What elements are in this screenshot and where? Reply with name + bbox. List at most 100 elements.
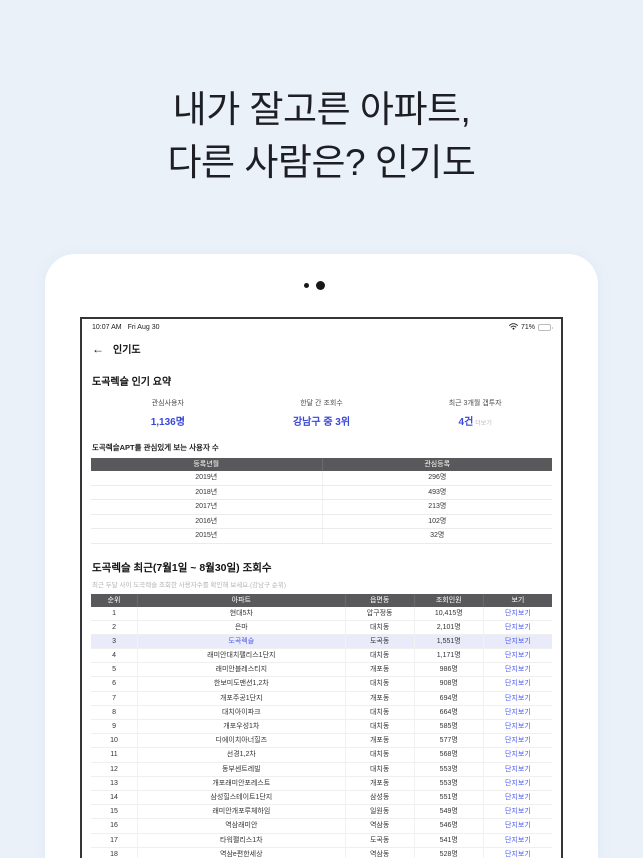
view-count-cell: 664명 bbox=[413, 705, 483, 719]
district-cell: 삼성동 bbox=[344, 790, 414, 805]
column-header: 읍면동 bbox=[344, 593, 414, 607]
complex-view-link[interactable]: 단지보기 bbox=[482, 606, 552, 620]
stat-label: 관심사용자 bbox=[151, 400, 184, 407]
registrations-cell: 102명 bbox=[321, 514, 553, 528]
view-count-cell: 585명 bbox=[413, 720, 483, 734]
summary-stats: 관심사용자 1,136명 한달 간 조회수 강남구 중 3위 최근 3개월 갭투… bbox=[91, 398, 552, 428]
more-link[interactable]: 더보기 bbox=[475, 421, 492, 427]
rank-cell: 9 bbox=[112, 723, 116, 730]
rank-cell: 14 bbox=[110, 793, 118, 801]
table-row: 2018년 493명 bbox=[91, 485, 552, 500]
stat-value: 강남구 중 3위 bbox=[292, 417, 351, 428]
rank-cell: 5 bbox=[112, 666, 116, 674]
table-row: 6 한보미도맨션1,2차 대치동 908명 단지보기 bbox=[91, 677, 552, 692]
district-cell: 대치동 bbox=[344, 649, 414, 663]
view-count-cell: 546명 bbox=[413, 819, 483, 833]
rank-cell: 8 bbox=[112, 708, 116, 716]
table-row: 2016년 102명 bbox=[91, 514, 553, 529]
district-cell: 대치동 bbox=[344, 705, 414, 719]
table-row: 16 역삼래미안 역삼동 546명 단지보기 bbox=[91, 819, 552, 834]
complex-view-link[interactable]: 단지보기 bbox=[482, 762, 552, 776]
rank-cell: 17 bbox=[110, 836, 118, 844]
complex-view-link[interactable]: 단지보기 bbox=[482, 620, 552, 634]
table-row: 2017년 213명 bbox=[91, 500, 552, 515]
marketing-headline: 내가 잘고른 아파트, 다른 사람은? 인기도 bbox=[0, 84, 643, 189]
view-count-cell: 551명 bbox=[413, 790, 483, 805]
district-cell: 역삼동 bbox=[344, 819, 414, 833]
year-cell: 2017년 bbox=[195, 503, 218, 510]
complex-view-link[interactable]: 단지보기 bbox=[482, 776, 552, 790]
registrations-cell: 32명 bbox=[321, 529, 553, 543]
table-row: 18 역삼e편한세상 역삼동 528명 단지보기 bbox=[91, 847, 552, 858]
district-cell: 대치동 bbox=[344, 620, 414, 634]
registrations-cell: 213명 bbox=[321, 500, 553, 514]
year-cell: 2015년 bbox=[195, 532, 218, 539]
district-cell: 역삼동 bbox=[344, 847, 414, 858]
battery-percent: 71% bbox=[520, 324, 535, 331]
table-row: 4 래미안대치팰리스1단지 대치동 1,171명 단지보기 bbox=[91, 649, 552, 664]
table-row: 3 도곡렉슬 도곡동 1,551명 단지보기 bbox=[91, 634, 552, 650]
year-cell: 2016년 bbox=[195, 517, 218, 525]
apartment-cell: 디에이치아너힐즈 bbox=[137, 734, 344, 748]
status-time: 10:07 AM bbox=[92, 324, 122, 331]
complex-view-link[interactable]: 단지보기 bbox=[482, 634, 552, 649]
stat-value: 4건 더보기 bbox=[458, 417, 492, 428]
complex-view-link[interactable]: 단지보기 bbox=[482, 748, 552, 762]
table-row: 13 개포래미안포레스트 개포동 553명 단지보기 bbox=[91, 776, 552, 791]
apartment-cell: 도곡렉슬 bbox=[137, 634, 344, 649]
complex-view-link[interactable]: 단지보기 bbox=[482, 720, 552, 734]
rank-cell: 12 bbox=[110, 765, 118, 773]
apartment-cell: 역삼래미안 bbox=[137, 819, 344, 833]
table-row: 5 래미안블레스티지 개포동 986명 단지보기 bbox=[91, 663, 552, 678]
rank-cell: 4 bbox=[112, 652, 116, 660]
apartment-cell: 삼성힐스테이트1단지 bbox=[137, 790, 344, 805]
rank-cell: 15 bbox=[110, 808, 118, 816]
interest-table-body: 2019년 296명 2018년 493명 2017년 213명 2016년 102명 2015… bbox=[91, 471, 552, 544]
district-cell: 대치동 bbox=[344, 748, 414, 762]
apartment-cell: 래미안개포루체하임 bbox=[137, 805, 344, 819]
view-count-cell: 2,101명 bbox=[413, 620, 483, 634]
apartment-cell: 타워팰리스1차 bbox=[137, 833, 344, 847]
apartment-cell: 개포우성1차 bbox=[137, 720, 344, 734]
table-row: 11 선경1,2차 대치동 568명 단지보기 bbox=[91, 748, 552, 763]
views-section-title: 도곡렉슬 최근(7월1일 ~ 8월30일) 조회수 bbox=[92, 561, 272, 574]
complex-view-link[interactable]: 단지보기 bbox=[482, 790, 552, 805]
column-header: 아파트 bbox=[137, 593, 344, 607]
back-arrow-icon[interactable]: ← bbox=[92, 341, 104, 356]
apartment-cell: 한보미도맨션1,2차 bbox=[137, 677, 344, 691]
view-count-cell: 694명 bbox=[413, 691, 483, 705]
district-cell: 일원동 bbox=[344, 805, 414, 819]
district-cell: 개포동 bbox=[344, 663, 414, 677]
complex-view-link[interactable]: 단지보기 bbox=[482, 691, 552, 705]
complex-view-link[interactable]: 단지보기 bbox=[482, 819, 552, 833]
complex-view-link[interactable]: 단지보기 bbox=[482, 847, 552, 858]
summary-section-title: 도곡렉슬 인기 요약 bbox=[92, 377, 172, 388]
camera-dot-icon bbox=[304, 283, 309, 288]
year-cell: 2018년 bbox=[195, 488, 218, 496]
district-cell: 개포동 bbox=[344, 691, 414, 705]
wifi-icon bbox=[509, 323, 518, 332]
apartment-cell: 대치아이파크 bbox=[137, 705, 344, 719]
rank-cell: 10 bbox=[110, 737, 118, 745]
district-cell: 개포동 bbox=[344, 776, 414, 790]
complex-view-link[interactable]: 단지보기 bbox=[482, 705, 552, 719]
view-count-cell: 10,415명 bbox=[413, 606, 483, 620]
apartment-cell: 동부센트레빌 bbox=[137, 762, 344, 776]
views-table: 순위 아파트 읍면동 조회인원 보기 1 현대5차 압구정동 10,415명 단지보기 2 은마 대치… bbox=[91, 593, 552, 858]
rank-cell: 11 bbox=[110, 751, 118, 759]
district-cell: 개포동 bbox=[344, 734, 414, 748]
complex-view-link[interactable]: 단지보기 bbox=[482, 677, 552, 691]
complex-view-link[interactable]: 단지보기 bbox=[482, 663, 552, 677]
apartment-cell: 래미안대치팰리스1단지 bbox=[137, 649, 344, 663]
views-table-body: 1 현대5차 압구정동 10,415명 단지보기 2 은마 대치동 2,101명 단지보기 3 도곡렉… bbox=[91, 606, 552, 858]
complex-view-link[interactable]: 단지보기 bbox=[482, 805, 552, 819]
complex-view-link[interactable]: 단지보기 bbox=[482, 734, 552, 748]
apartment-cell: 역삼e편한세상 bbox=[137, 847, 344, 858]
table-row: 9 개포우성1차 대치동 585명 단지보기 bbox=[91, 720, 552, 735]
interest-table-header: 등록년월 관심등록 bbox=[91, 458, 552, 471]
app-screen: 10:07 AM Fri Aug 30 71% bbox=[80, 317, 563, 858]
complex-view-link[interactable]: 단지보기 bbox=[482, 649, 552, 663]
rank-cell: 7 bbox=[112, 694, 116, 702]
view-count-cell: 577명 bbox=[413, 734, 483, 748]
complex-view-link[interactable]: 단지보기 bbox=[482, 833, 552, 847]
